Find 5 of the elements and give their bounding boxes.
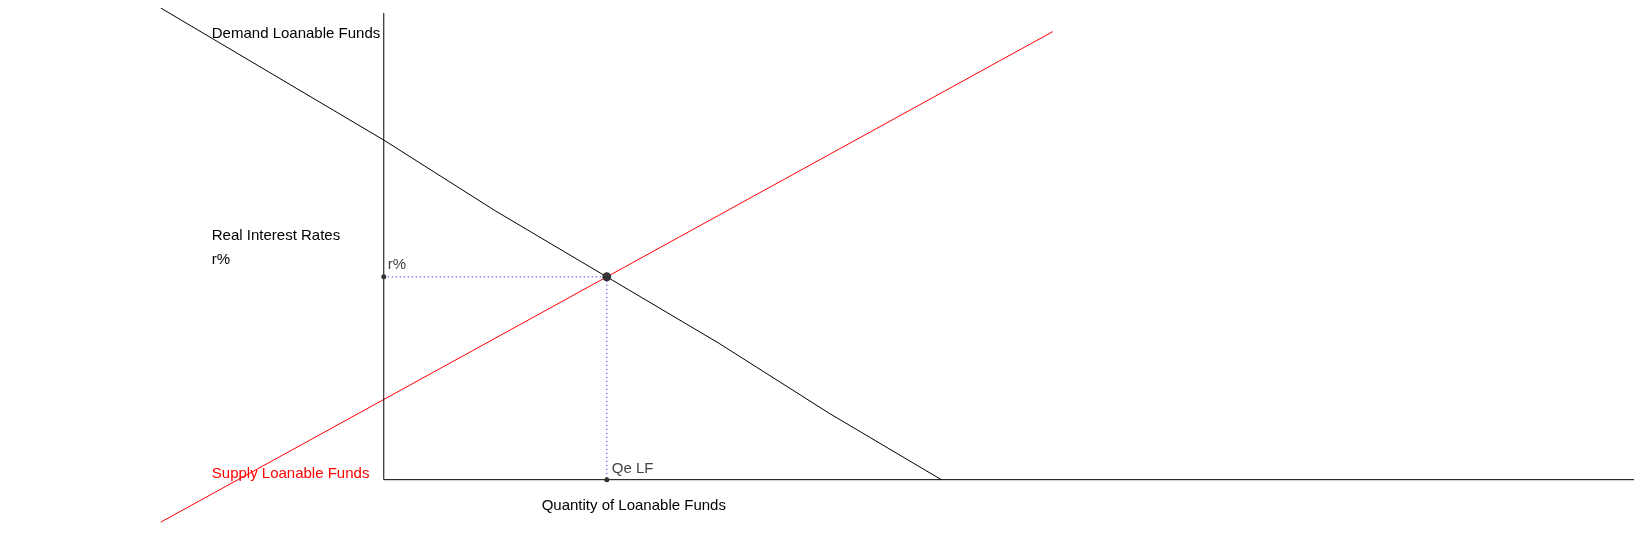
- x-axis-title: Quantity of Loanable Funds: [541, 495, 726, 513]
- annotation: r%: [387, 255, 407, 272]
- annotation: Qe LF: [611, 458, 654, 476]
- series-label: Demand Loanable Funds: [211, 24, 381, 42]
- y-axis-title: Real Interest Rates r%: [211, 226, 341, 268]
